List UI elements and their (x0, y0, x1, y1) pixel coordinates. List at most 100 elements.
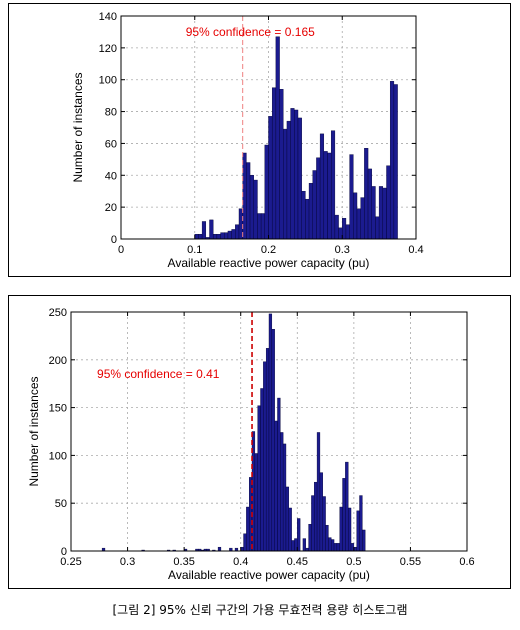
histogram-bar (367, 168, 372, 240)
histogram-bar (274, 420, 278, 552)
x-tick-label: 0.6 (459, 556, 474, 568)
x-tick-label: 0 (118, 244, 124, 256)
histogram-bar (194, 234, 199, 240)
histogram-bar (371, 186, 376, 240)
histogram-bar (327, 152, 332, 240)
histogram-bar (386, 165, 391, 240)
histogram-chart-top: 95% confidence = 0.165 0 0.1 0.2 0.3 0.4 0 20 40… (71, 11, 424, 270)
x-tick-label: 0.2 (261, 244, 276, 256)
histogram-bar (265, 348, 270, 552)
histogram-bar (334, 214, 339, 240)
chart-panel-top: 95% confidence = 0.165 0 0.1 0.2 0.3 0.4 0 20 40… (8, 3, 511, 277)
y-tick-label: 120 (99, 43, 117, 55)
histogram-bar (360, 197, 365, 240)
histogram-bar (316, 157, 321, 240)
confidence-annotation: 95% confidence = 0.41 (97, 367, 220, 381)
histogram-bar (264, 144, 269, 240)
x-tick-label: 0.5 (346, 556, 361, 568)
histogram-bar (342, 478, 346, 552)
histogram-bar (339, 506, 343, 552)
x-tick-label: 0.3 (120, 556, 135, 568)
histogram-bar (217, 546, 222, 552)
histogram-bar (243, 533, 247, 552)
histogram-bar (308, 183, 313, 240)
histogram-bar (294, 109, 299, 240)
histogram-bar (257, 213, 262, 240)
histogram-bar (209, 219, 214, 240)
histogram-bar (328, 537, 332, 552)
histogram-bar (319, 133, 325, 240)
histogram-bar (220, 232, 225, 240)
histogram-bar (314, 481, 318, 552)
y-tick-label: 150 (49, 403, 67, 415)
histogram-bar (333, 543, 338, 552)
histogram-bar (235, 224, 240, 240)
histogram-bar (364, 148, 369, 240)
histogram-bar (286, 120, 291, 240)
histogram-bar (285, 486, 290, 552)
histogram-bar (246, 162, 251, 240)
y-tick-label: 140 (99, 11, 117, 23)
histogram-bar (382, 187, 387, 240)
histogram-bar (280, 432, 284, 552)
x-tick-label: 0.3 (335, 244, 350, 256)
histogram-bar (246, 506, 250, 552)
histogram-bar (331, 539, 335, 552)
histogram-bar (227, 230, 232, 240)
x-tick-label: 0.35 (173, 556, 194, 568)
histogram-bar (342, 218, 347, 240)
chart-panel-bottom: 95% confidence = 0.41 0.25 0.3 0.35 0.4 0.45 0… (8, 295, 511, 589)
histogram-bar (290, 108, 295, 240)
histogram-bar (224, 232, 229, 240)
x-tick-label: 0.4 (408, 244, 423, 256)
histogram-bar (319, 472, 323, 552)
y-tick-label: 60 (105, 138, 117, 150)
histogram-bar (277, 397, 281, 552)
histogram-bar (359, 495, 363, 552)
histogram-bar (325, 524, 329, 552)
histogram-bar (362, 529, 366, 552)
histogram-bar (283, 128, 288, 240)
x-axis-label: Available reactive power capacity (pu) (168, 256, 370, 270)
histogram-bar (253, 179, 258, 240)
y-tick-label: 100 (99, 75, 117, 87)
histogram-bar (322, 496, 326, 552)
histogram-bar (348, 507, 352, 552)
histogram-bar (356, 510, 360, 552)
histogram-bar (312, 170, 317, 240)
histogram-bar (393, 84, 398, 240)
histogram-bar (198, 234, 203, 240)
histogram-bar (231, 229, 236, 240)
histogram-bar (330, 130, 336, 240)
histogram-bar (378, 186, 384, 240)
y-tick-label: 50 (55, 498, 67, 510)
x-tick-label: 0.4 (233, 556, 248, 568)
histogram-bar (291, 540, 295, 552)
histogram-bar (323, 151, 328, 240)
y-axis-label: Number of instances (71, 72, 85, 182)
histogram-bar (216, 234, 221, 240)
histogram-bar (311, 495, 315, 552)
histogram-bar (308, 524, 312, 552)
y-axis-label: Number of instances (27, 376, 41, 486)
histogram-bar (212, 234, 218, 240)
histogram-bar (271, 329, 275, 552)
histogram-chart-bottom: 95% confidence = 0.41 0.25 0.3 0.35 0.4 0.45 0… (27, 307, 475, 582)
histogram-bar (254, 453, 258, 552)
histogram-bar (275, 36, 280, 240)
axes-frame (70, 311, 468, 552)
histogram-bar (263, 361, 267, 552)
histogram-bar (257, 405, 261, 552)
y-tick-label: 250 (49, 307, 67, 319)
histogram-bar (268, 116, 273, 240)
histogram-bar (353, 192, 358, 240)
y-tick-label: 80 (105, 107, 117, 119)
histogram-bar (201, 221, 207, 240)
figure-caption: [그림 2] 95% 신뢰 구간의 가용 무효전력 용량 히스토그램 (112, 603, 408, 617)
histogram-bar (345, 461, 349, 552)
histogram-bar (288, 507, 292, 552)
y-tick-label: 0 (111, 234, 117, 246)
histogram-bar (356, 208, 361, 240)
histogram-bar (302, 538, 306, 552)
y-tick-label: 100 (49, 450, 67, 462)
